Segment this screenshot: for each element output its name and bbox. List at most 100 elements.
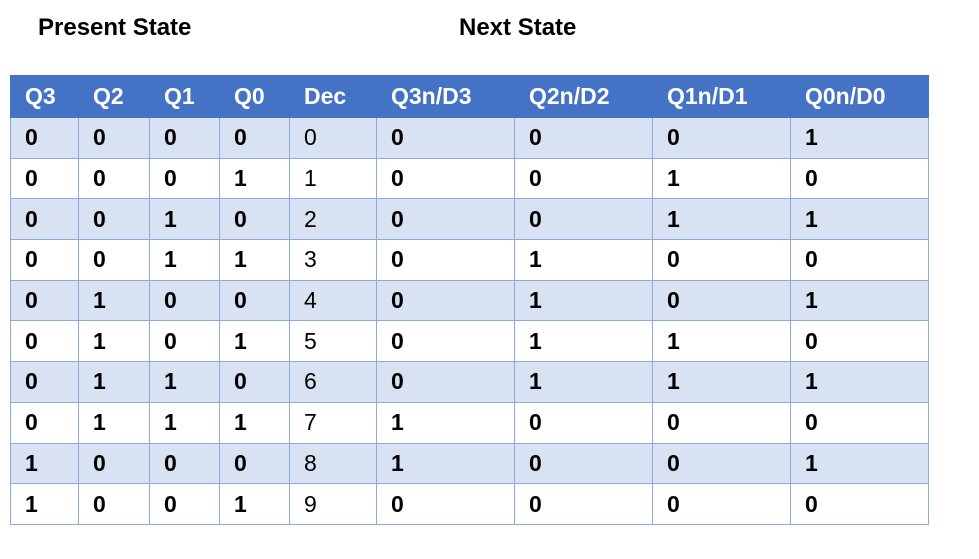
cell-q3n-d3: 0 [376,483,515,525]
cell-q0n-d0: 0 [790,157,929,200]
next-state-title: Next State [459,14,577,41]
cell-dec: 6 [289,361,377,403]
cell-q3n-d3: 0 [376,279,515,322]
cell-q1: 0 [149,483,220,525]
cell-q0: 1 [219,401,290,444]
cell-q2: 0 [78,117,150,159]
cell-q3: 0 [10,157,79,200]
cell-q0: 1 [219,320,290,363]
column-header-dec: Dec [289,75,377,118]
cell-q2n-d2: 0 [514,483,653,525]
cell-dec: 9 [289,483,377,525]
cell-q1: 0 [149,442,220,485]
cell-q1: 1 [149,198,220,241]
column-header-q0: Q0 [219,75,290,118]
cell-q3n-d3: 0 [376,157,515,200]
cell-q3: 1 [10,442,79,485]
cell-q0n-d0: 1 [790,442,929,485]
present-state-title: Present State [38,14,192,41]
cell-q1n-d1: 1 [652,320,791,363]
cell-q2: 1 [78,320,150,363]
cell-dec: 4 [289,279,377,322]
column-header-q2: Q2 [78,75,150,118]
cell-q3n-d3: 0 [376,117,515,159]
cell-q3: 1 [10,483,79,525]
cell-q0: 1 [219,239,290,281]
cell-q3: 0 [10,198,79,241]
cell-q1n-d1: 0 [652,401,791,444]
cell-q1n-d1: 0 [652,239,791,281]
cell-q2: 0 [78,483,150,525]
cell-q1n-d1: 0 [652,483,791,525]
cell-q1n-d1: 1 [652,157,791,200]
cell-q2n-d2: 1 [514,361,653,403]
cell-q0n-d0: 1 [790,361,929,403]
cell-q3n-d3: 0 [376,320,515,363]
cell-q2n-d2: 1 [514,239,653,281]
cell-q0: 0 [219,117,290,159]
column-header-q3n-d3: Q3n/D3 [376,75,515,118]
cell-q0n-d0: 0 [790,239,929,281]
cell-q1n-d1: 0 [652,442,791,485]
cell-q2n-d2: 0 [514,117,653,159]
cell-q2: 1 [78,401,150,444]
cell-q3: 0 [10,279,79,322]
cell-q0: 0 [219,361,290,403]
cell-q2: 0 [78,157,150,200]
table-header-row: Q3 Q2 Q1 Q0 Dec Q3n/D3 Q2n/D2 Q1n/D1 Q0n… [10,75,929,118]
cell-q3: 0 [10,239,79,281]
cell-q1n-d1: 1 [652,198,791,241]
column-header-q2n-d2: Q2n/D2 [514,75,653,118]
cell-q1: 0 [149,320,220,363]
cell-q0: 0 [219,279,290,322]
cell-q2n-d2: 1 [514,320,653,363]
cell-dec: 1 [289,157,377,200]
column-header-q3: Q3 [10,75,79,118]
cell-q0n-d0: 0 [790,401,929,444]
cell-q0: 1 [219,157,290,200]
cell-q0: 1 [219,483,290,525]
cell-q1: 1 [149,361,220,403]
cell-q2: 0 [78,239,150,281]
column-header-q0n-d0: Q0n/D0 [790,75,929,118]
cell-q0n-d0: 1 [790,117,929,159]
cell-q1: 1 [149,401,220,444]
cell-q1n-d1: 1 [652,361,791,403]
cell-q0: 0 [219,198,290,241]
cell-dec: 5 [289,320,377,363]
cell-q2: 1 [78,279,150,322]
cell-q1: 0 [149,279,220,322]
cell-q2: 0 [78,442,150,485]
cell-q1: 0 [149,117,220,159]
cell-q2: 1 [78,361,150,403]
cell-q0: 0 [219,442,290,485]
cell-q1n-d1: 0 [652,117,791,159]
cell-q2n-d2: 0 [514,157,653,200]
cell-q0n-d0: 1 [790,279,929,322]
cell-q1n-d1: 0 [652,279,791,322]
cell-dec: 0 [289,117,377,159]
cell-q2n-d2: 0 [514,198,653,241]
state-transition-table: Q3 Q2 Q1 Q0 Dec Q3n/D3 Q2n/D2 Q1n/D1 Q0n… [10,75,929,525]
cell-q3: 0 [10,401,79,444]
cell-q2n-d2: 1 [514,279,653,322]
cell-q3: 0 [10,320,79,363]
column-header-q1n-d1: Q1n/D1 [652,75,791,118]
cell-q3n-d3: 1 [376,401,515,444]
cell-q2: 0 [78,198,150,241]
cell-dec: 3 [289,239,377,281]
cell-dec: 7 [289,401,377,444]
cell-q3: 0 [10,117,79,159]
cell-q0n-d0: 0 [790,320,929,363]
cell-q1: 0 [149,157,220,200]
